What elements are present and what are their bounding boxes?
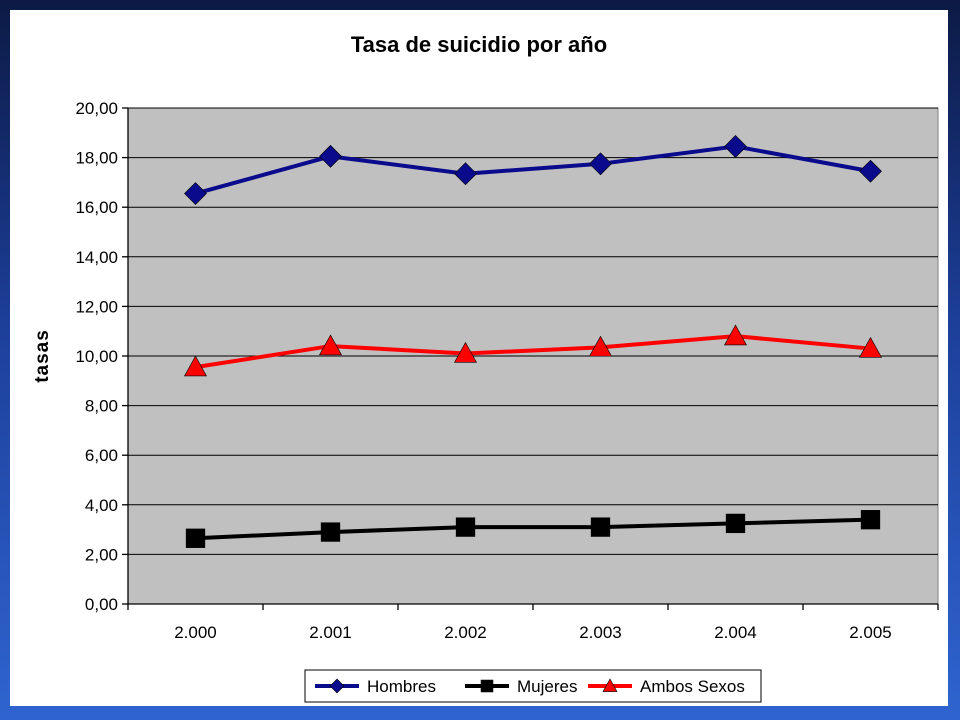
data-point-hombres bbox=[859, 159, 882, 183]
data-point-ambos-sexos bbox=[588, 335, 613, 357]
y-tick-label: 0,00 bbox=[85, 595, 118, 614]
y-tick-label: 16,00 bbox=[75, 198, 118, 217]
x-axis-ticks: 2.000 2.001 2.002 2.003 2.004 2.005 bbox=[127, 604, 939, 642]
y-tick-label: 4,00 bbox=[85, 496, 118, 515]
data-point-mujeres bbox=[860, 510, 881, 530]
series-line-mujeres bbox=[195, 517, 871, 541]
data-point-hombres bbox=[184, 182, 207, 205]
y-tick-label: 6,00 bbox=[85, 446, 118, 465]
data-point-mujeres bbox=[455, 517, 476, 537]
data-point-hombres bbox=[724, 135, 747, 158]
legend: Hombres Mujeres Ambos Sexos bbox=[304, 669, 762, 703]
legend-label-mujeres: Mujeres bbox=[517, 677, 577, 696]
legend-marker-ambos-sexos bbox=[602, 678, 618, 692]
y-tick-label: 2,00 bbox=[85, 545, 118, 564]
x-tick-label: 2.005 bbox=[849, 623, 892, 642]
y-tick-label: 20,00 bbox=[75, 99, 118, 118]
legend-label-hombres: Hombres bbox=[367, 677, 436, 696]
chart-frame: Tasa de suicidio por año 0,00 2,00 4,00 6,0… bbox=[10, 10, 948, 706]
y-axis-ticks: 0,00 2,00 4,00 6,00 8,00 10,00 12,00 14,00 16,00… bbox=[75, 99, 128, 614]
y-tick-label: 8,00 bbox=[85, 397, 118, 416]
chart-title: Tasa de suicidio por año bbox=[351, 32, 607, 57]
legend-marker-mujeres bbox=[480, 679, 494, 693]
data-point-mujeres bbox=[185, 528, 206, 548]
data-point-hombres bbox=[454, 162, 477, 186]
legend-marker-hombres bbox=[329, 678, 345, 694]
data-point-ambos-sexos bbox=[858, 336, 883, 358]
series-line-ambos-sexos bbox=[195, 334, 871, 370]
x-tick-label: 2.001 bbox=[309, 623, 352, 642]
series-group bbox=[183, 135, 883, 548]
data-point-ambos-sexos bbox=[723, 324, 748, 346]
data-point-ambos-sexos bbox=[453, 341, 478, 363]
data-point-mujeres bbox=[320, 522, 341, 542]
data-point-ambos-sexos bbox=[183, 355, 208, 377]
y-tick-label: 14,00 bbox=[75, 248, 118, 267]
data-point-mujeres bbox=[725, 513, 746, 534]
y-tick-label: 10,00 bbox=[75, 347, 118, 366]
x-tick-label: 2.000 bbox=[174, 623, 217, 642]
line-chart: Tasa de suicidio por año 0,00 2,00 4,00 6,0… bbox=[32, 32, 939, 703]
data-point-ambos-sexos bbox=[318, 334, 343, 356]
data-point-hombres bbox=[319, 144, 342, 168]
x-tick-label: 2.002 bbox=[444, 623, 487, 642]
y-tick-label: 12,00 bbox=[75, 297, 118, 316]
series-line-hombres bbox=[194, 144, 871, 196]
legend-box bbox=[304, 669, 762, 703]
x-tick-label: 2.003 bbox=[579, 623, 622, 642]
legend-label-ambos-sexos: Ambos Sexos bbox=[640, 677, 745, 696]
x-tick-label: 2.004 bbox=[714, 623, 757, 642]
y-tick-label: 18,00 bbox=[75, 149, 118, 168]
data-point-mujeres bbox=[590, 517, 611, 537]
y-axis-label: tasas bbox=[32, 329, 53, 383]
gridlines bbox=[128, 107, 938, 555]
data-point-hombres bbox=[589, 152, 612, 176]
